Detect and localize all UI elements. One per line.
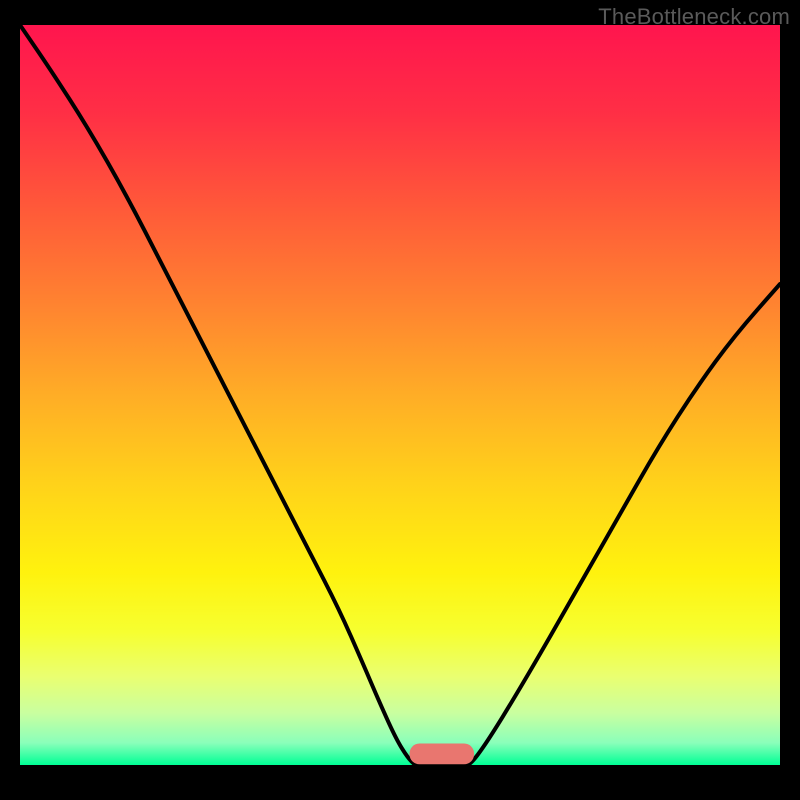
optimal-point-marker xyxy=(410,744,475,765)
bottleneck-chart xyxy=(0,0,800,800)
chart-container: TheBottleneck.com xyxy=(0,0,800,800)
watermark-text: TheBottleneck.com xyxy=(598,4,790,30)
plot-gradient-area xyxy=(20,25,780,765)
